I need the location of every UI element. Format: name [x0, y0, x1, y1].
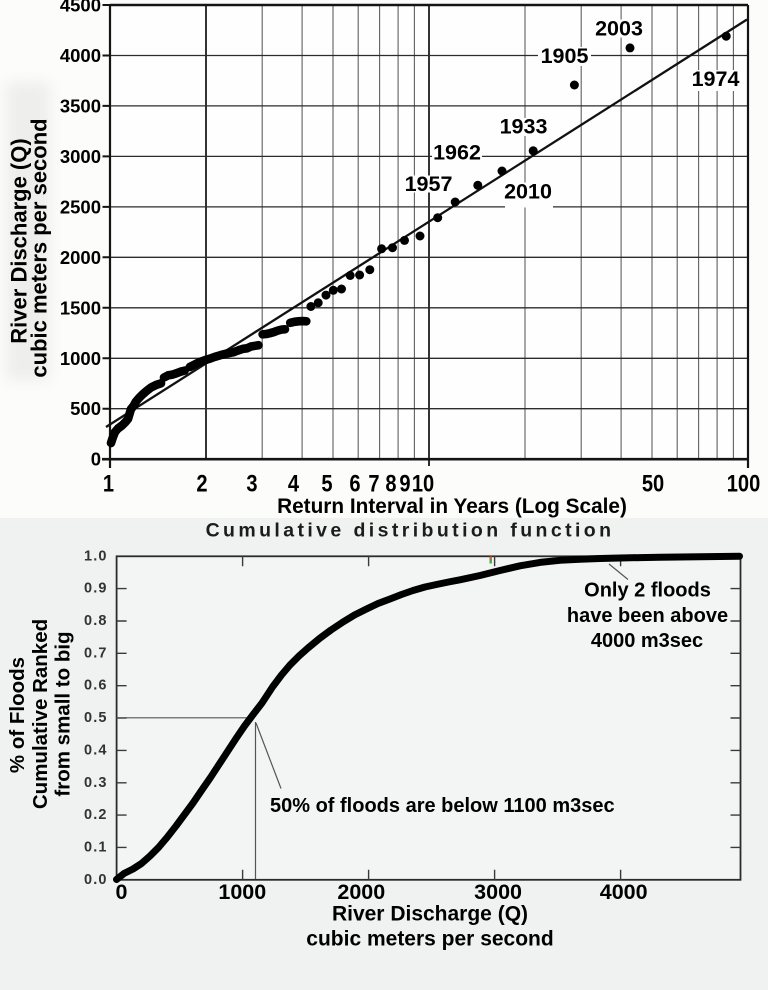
svg-text:4000: 4000: [600, 880, 648, 904]
svg-text:8: 8: [385, 470, 396, 497]
svg-text:0: 0: [91, 449, 101, 470]
svg-text:have been above: have been above: [567, 605, 728, 627]
svg-text:from small to big: from small to big: [52, 631, 75, 796]
svg-text:0.5: 0.5: [84, 710, 107, 726]
svg-text:2500: 2500: [60, 196, 101, 217]
svg-text:9: 9: [399, 470, 410, 497]
svg-text:7: 7: [368, 470, 379, 497]
svg-text:0.4: 0.4: [84, 742, 107, 758]
svg-text:Return Interval in Years (Log: Return Interval in Years (Log Scale): [277, 495, 627, 518]
svg-text:4000 m3sec: 4000 m3sec: [591, 630, 703, 652]
svg-text:0.8: 0.8: [84, 613, 107, 629]
svg-text:4: 4: [288, 470, 300, 497]
svg-text:1: 1: [103, 470, 114, 497]
svg-text:0.6: 0.6: [84, 678, 107, 694]
svg-text:River Discharge (Q): River Discharge (Q): [332, 903, 528, 926]
svg-text:cubic meters per second: cubic meters per second: [306, 928, 553, 951]
svg-text:50% of floods are below 1100 m: 50% of floods are below 1100 m3sec: [270, 795, 615, 817]
svg-text:1957: 1957: [405, 172, 453, 196]
svg-text:Only 2 floods: Only 2 floods: [584, 580, 711, 602]
svg-text:500: 500: [70, 398, 101, 419]
svg-text:50: 50: [642, 470, 664, 497]
svg-text:Cumulative distribution functi: Cumulative distribution function: [206, 520, 615, 542]
svg-text:1974: 1974: [692, 67, 740, 91]
svg-text:4000: 4000: [60, 45, 101, 66]
svg-text:0: 0: [116, 880, 128, 904]
svg-text:2010: 2010: [504, 180, 552, 204]
svg-text:0.9: 0.9: [84, 581, 107, 597]
svg-text:1000: 1000: [60, 348, 101, 369]
svg-text:0.0: 0.0: [84, 872, 107, 888]
svg-text:Cumulative Ranked: Cumulative Ranked: [29, 619, 52, 809]
svg-text:3000: 3000: [474, 880, 522, 904]
svg-text:0.1: 0.1: [84, 839, 107, 855]
svg-text:3: 3: [246, 470, 257, 497]
svg-text:1905: 1905: [541, 44, 589, 68]
svg-text:5: 5: [321, 470, 332, 497]
svg-text:1500: 1500: [60, 297, 101, 318]
svg-text:2003: 2003: [595, 17, 643, 41]
svg-text:2000: 2000: [337, 880, 385, 904]
svg-text:1962: 1962: [433, 141, 481, 165]
svg-text:0.7: 0.7: [84, 645, 107, 661]
svg-text:1000: 1000: [218, 880, 266, 904]
svg-text:3500: 3500: [60, 95, 101, 116]
svg-text:2: 2: [196, 470, 207, 497]
svg-text:6: 6: [349, 470, 360, 497]
svg-text:0.3: 0.3: [84, 775, 107, 791]
svg-text:0.2: 0.2: [84, 807, 107, 823]
svg-text:100: 100: [727, 470, 761, 497]
svg-text:3000: 3000: [60, 146, 101, 167]
svg-text:2000: 2000: [60, 247, 101, 268]
svg-text:River Discharge (Q): River Discharge (Q): [7, 138, 32, 343]
svg-text:4500: 4500: [60, 0, 101, 16]
svg-text:% of Floods: % of Floods: [6, 657, 29, 773]
svg-text:1.0: 1.0: [84, 548, 107, 564]
svg-text:cubic meters per second: cubic meters per second: [27, 118, 52, 377]
svg-text:1933: 1933: [500, 115, 548, 139]
svg-text:10: 10: [412, 470, 434, 497]
